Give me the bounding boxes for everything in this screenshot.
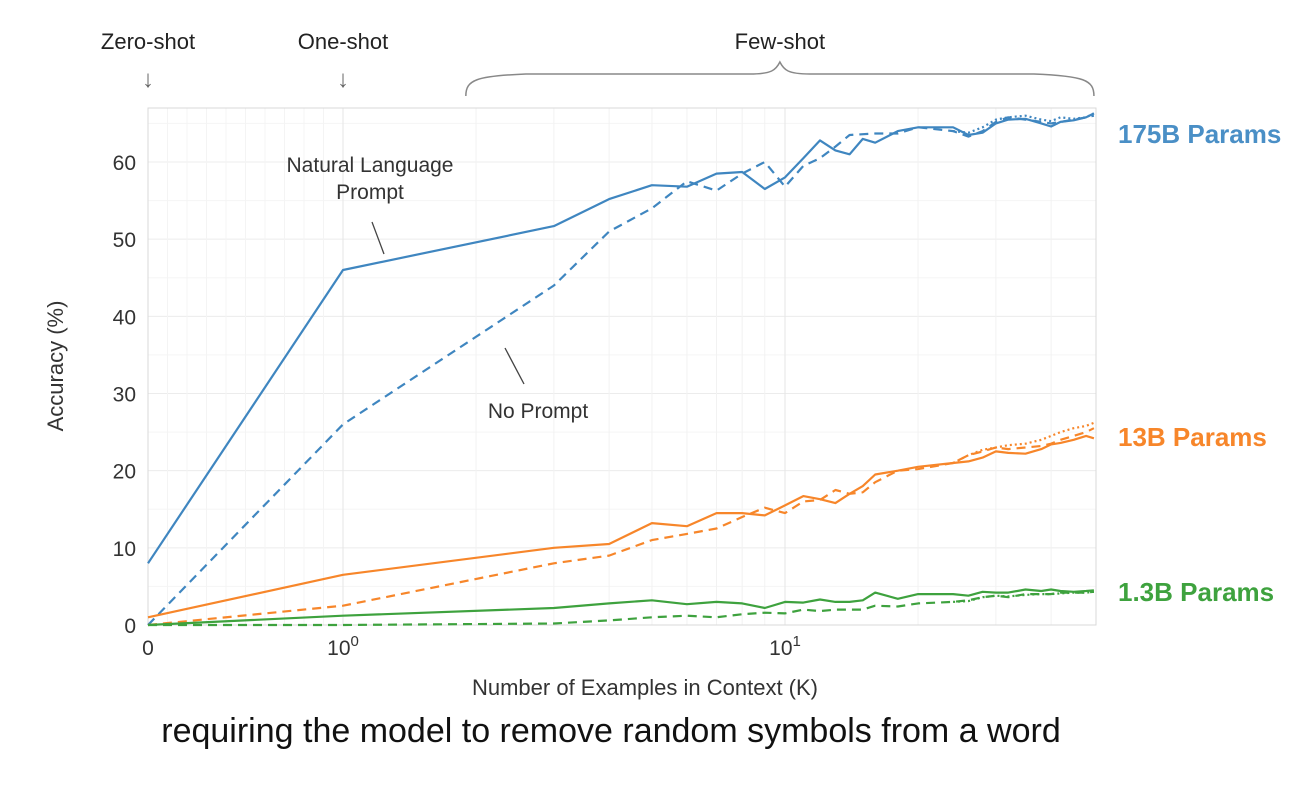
region-label-few-shot: Few-shot xyxy=(735,29,825,54)
few-shot-brace xyxy=(465,60,1095,97)
series-label: 175B Params xyxy=(1118,119,1281,149)
series-label: 13B Params xyxy=(1118,422,1267,452)
down-arrow-icon: ↓ xyxy=(142,66,154,93)
y-tick-label: 40 xyxy=(113,306,136,329)
annotation-text: Prompt xyxy=(336,181,404,204)
chart: 0 10 20 30 40 50 60 0 100 101 Zero-shot ↓ One-shot ↓… xyxy=(43,29,1281,700)
series-layer xyxy=(147,112,1095,627)
y-tick-label: 0 xyxy=(124,615,136,638)
series-line-1.3B-dashed xyxy=(148,590,1095,627)
y-tick-label: 30 xyxy=(113,384,136,407)
x-axis-label: Number of Examples in Context (K) xyxy=(472,675,818,700)
series-line-13B-solid xyxy=(147,434,1095,619)
y-tick-label: 20 xyxy=(113,461,136,484)
annotation-text: Natural Language xyxy=(287,154,454,177)
series-label: 1.3B Params xyxy=(1118,577,1274,607)
labels-layer: Zero-shot ↓ One-shot ↓ Few-shot Natural Langu… xyxy=(101,29,1281,607)
x-tick-label: 0 xyxy=(142,637,154,660)
down-arrow-icon: ↓ xyxy=(337,66,349,93)
region-label: One-shot xyxy=(298,29,389,54)
x-tick-label: 100 xyxy=(327,633,359,660)
series-line-1.3B-dotted xyxy=(953,590,1095,603)
figure-caption: requiring the model to remove random sym… xyxy=(161,712,1061,750)
y-tick-label: 50 xyxy=(113,229,136,252)
y-tick-label: 60 xyxy=(113,152,136,175)
annotation-leader-line xyxy=(504,347,525,385)
series-line-175B-solid xyxy=(147,112,1095,564)
y-tick-label: 10 xyxy=(113,538,136,561)
plot-frame xyxy=(147,107,1097,626)
series-line-13B-dashed xyxy=(147,427,1095,627)
x-tick-label: 101 xyxy=(769,633,801,660)
y-axis-label: Accuracy (%) xyxy=(43,301,68,432)
annotation-text: No Prompt xyxy=(488,400,589,423)
region-label: Zero-shot xyxy=(101,29,195,54)
grid-lines xyxy=(148,108,1096,626)
axes-layer: 0 10 20 30 40 50 60 0 100 101 xyxy=(113,152,801,660)
series-line-175B-dashed xyxy=(147,114,1095,626)
series-line-13B-dotted xyxy=(952,421,1095,464)
series-line-1.3B-solid xyxy=(147,588,1094,627)
annotation-leader-line xyxy=(371,221,385,255)
